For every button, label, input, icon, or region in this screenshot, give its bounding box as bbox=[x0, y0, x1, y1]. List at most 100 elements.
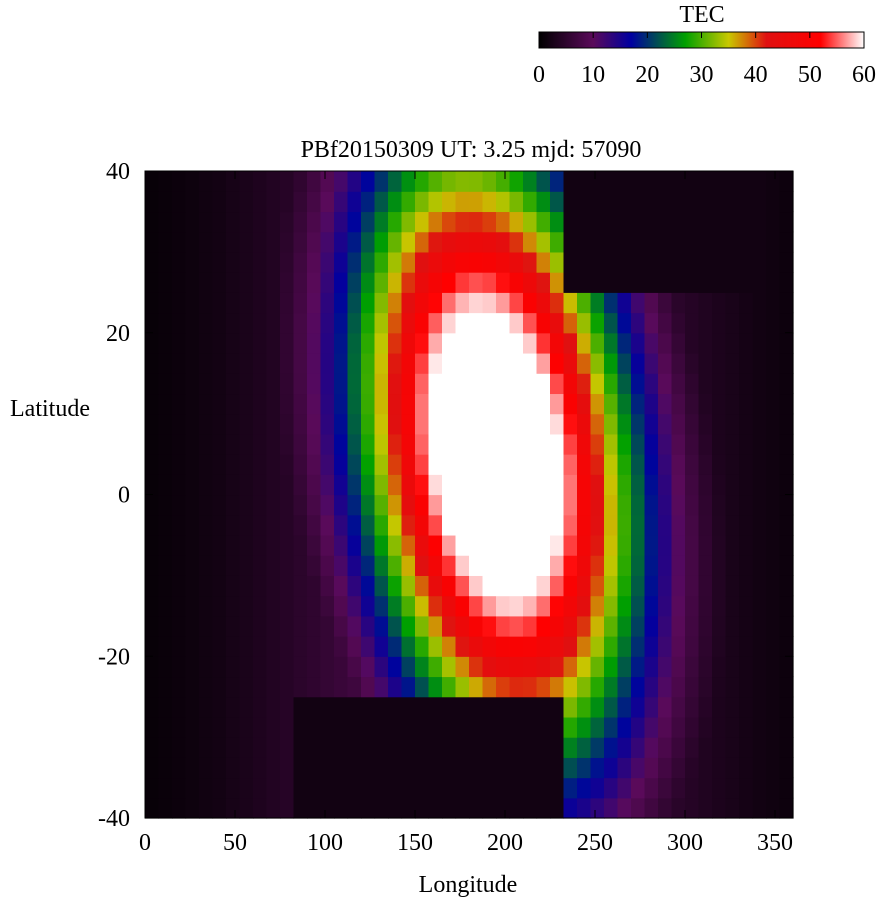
heatmap-cell bbox=[374, 716, 389, 738]
heatmap-cell bbox=[307, 615, 322, 637]
heatmap-cell bbox=[239, 514, 254, 536]
heatmap-cell bbox=[644, 433, 659, 455]
heatmap-cell bbox=[766, 292, 781, 314]
heatmap-cell bbox=[185, 514, 200, 536]
heatmap-cell bbox=[617, 615, 632, 637]
heatmap-cell bbox=[766, 373, 781, 395]
heatmap-cell bbox=[442, 413, 457, 435]
heatmap-cell bbox=[766, 413, 781, 435]
heatmap-cell bbox=[415, 676, 430, 698]
heatmap-cell bbox=[509, 191, 524, 213]
heatmap-cell bbox=[253, 716, 268, 738]
heatmap-cell bbox=[158, 352, 173, 374]
heatmap-cell bbox=[442, 656, 457, 678]
heatmap-cell bbox=[185, 757, 200, 779]
heatmap-cell bbox=[320, 534, 335, 556]
heatmap-cell bbox=[199, 555, 214, 576]
heatmap-cell bbox=[266, 312, 281, 334]
heatmap-cell bbox=[158, 474, 173, 496]
heatmap-cell bbox=[577, 211, 592, 233]
heatmap-cell bbox=[415, 494, 430, 516]
heatmap-cell bbox=[631, 737, 646, 758]
heatmap-cell bbox=[293, 332, 308, 354]
heatmap-cell bbox=[401, 251, 416, 273]
heatmap-cell bbox=[779, 656, 794, 678]
heatmap-cell bbox=[752, 575, 767, 597]
heatmap-cell bbox=[428, 575, 443, 597]
heatmap-cell bbox=[617, 696, 632, 718]
heatmap-cell bbox=[725, 454, 740, 475]
heatmap-cell bbox=[374, 191, 389, 213]
heatmap-cell bbox=[739, 636, 754, 657]
heatmap-cell bbox=[752, 251, 767, 273]
heatmap-cell bbox=[212, 272, 227, 293]
heatmap-cell bbox=[172, 757, 187, 779]
heatmap-cell bbox=[631, 494, 646, 516]
heatmap-cell bbox=[563, 171, 578, 192]
heatmap-cell bbox=[766, 757, 781, 779]
heatmap-cell bbox=[320, 352, 335, 374]
heatmap-cell bbox=[590, 211, 605, 233]
heatmap-cell bbox=[442, 393, 457, 415]
heatmap-cell bbox=[631, 615, 646, 637]
heatmap-cell bbox=[455, 777, 470, 799]
heatmap-cell bbox=[712, 575, 727, 597]
heatmap-cell bbox=[158, 191, 173, 213]
heatmap-cell bbox=[361, 393, 376, 415]
heatmap-cell bbox=[347, 171, 362, 192]
heatmap-cell bbox=[442, 514, 457, 536]
heatmap-cell bbox=[509, 656, 524, 678]
heatmap-cell bbox=[644, 656, 659, 678]
heatmap-cell bbox=[685, 696, 700, 718]
heatmap-cell bbox=[658, 211, 673, 233]
heatmap-cell bbox=[307, 332, 322, 354]
heatmap-cell bbox=[644, 716, 659, 738]
y-tick-label: -20 bbox=[98, 644, 130, 670]
heatmap-cell bbox=[239, 636, 254, 657]
x-tick-label: 300 bbox=[667, 830, 703, 856]
heatmap-cell bbox=[766, 656, 781, 678]
heatmap-cell bbox=[725, 757, 740, 779]
heatmap-cell bbox=[415, 413, 430, 435]
heatmap-cell bbox=[658, 312, 673, 334]
heatmap-cell bbox=[334, 595, 349, 617]
heatmap-cell bbox=[712, 433, 727, 455]
heatmap-cell bbox=[550, 373, 565, 395]
heatmap-cell bbox=[698, 231, 713, 253]
heatmap-cell bbox=[604, 494, 619, 516]
heatmap-cell bbox=[577, 454, 592, 475]
heatmap-cell bbox=[199, 575, 214, 597]
heatmap-cell bbox=[280, 433, 295, 455]
heatmap-cell bbox=[226, 716, 241, 738]
x-axis-label: Longitude bbox=[419, 872, 518, 898]
heatmap-cell bbox=[725, 474, 740, 496]
heatmap-cell bbox=[563, 696, 578, 718]
heatmap-cell bbox=[698, 352, 713, 374]
heatmap-cell bbox=[185, 454, 200, 475]
heatmap-cell bbox=[617, 737, 632, 758]
heatmap-cell bbox=[523, 211, 538, 233]
heatmap-cell bbox=[361, 211, 376, 233]
heatmap-cell bbox=[374, 251, 389, 273]
heatmap-cell bbox=[469, 494, 484, 516]
heatmap-cell bbox=[185, 352, 200, 374]
heatmap-cell bbox=[199, 757, 214, 779]
heatmap-cell bbox=[604, 696, 619, 718]
heatmap-cell bbox=[145, 636, 160, 657]
heatmap-cell bbox=[604, 413, 619, 435]
heatmap-cell bbox=[455, 352, 470, 374]
heatmap-cell bbox=[266, 534, 281, 556]
heatmap-cell bbox=[455, 575, 470, 597]
heatmap-cell bbox=[617, 171, 632, 192]
heatmap-cell bbox=[401, 636, 416, 657]
heatmap-cell bbox=[307, 636, 322, 657]
heatmap-cell bbox=[590, 676, 605, 698]
heatmap-cell bbox=[766, 716, 781, 738]
heatmap-cell bbox=[617, 332, 632, 354]
heatmap-cell bbox=[604, 534, 619, 556]
heatmap-cell bbox=[712, 494, 727, 516]
heatmap-cell bbox=[698, 716, 713, 738]
heatmap-cell bbox=[280, 595, 295, 617]
chart-title: PBf20150309 UT: 3.25 mjd: 57090 bbox=[301, 137, 642, 163]
heatmap-cell bbox=[671, 716, 686, 738]
